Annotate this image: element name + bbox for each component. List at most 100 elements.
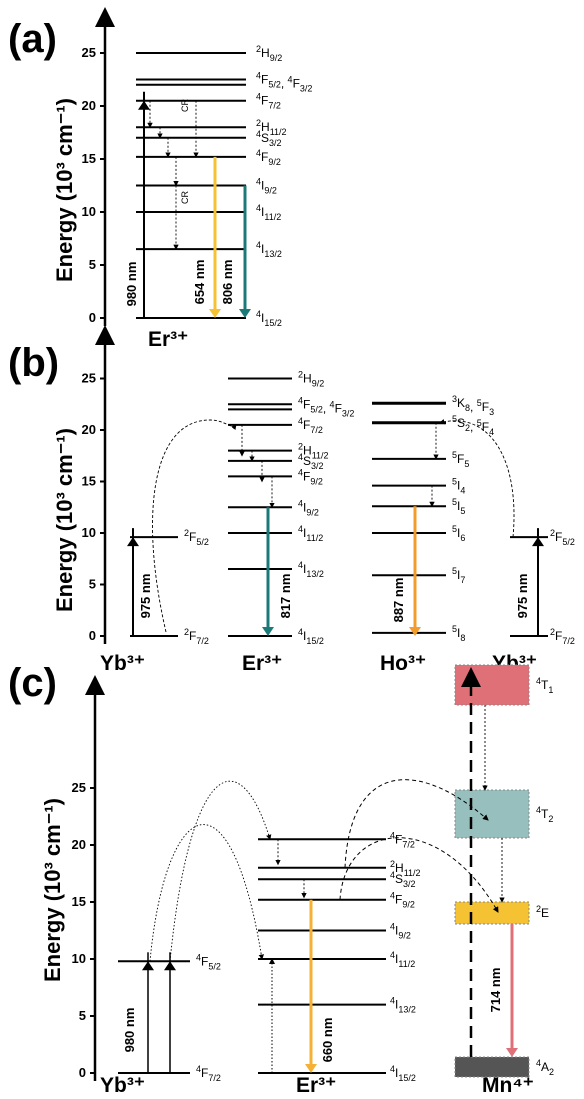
panel-c-mn-state-3 — [454, 1056, 530, 1078]
panel-b-tick-label-25: 25 — [82, 371, 96, 386]
panel-b-er-term-3: 4F7/2 — [298, 416, 323, 435]
panel-a-cr-label-1: CR — [180, 99, 190, 112]
panel-c-er-term-2: 4S3/2 — [390, 870, 416, 889]
panel-c-mn-state-0 — [454, 664, 530, 706]
panel-b-yb-right-term-1: 2F7/2 — [550, 627, 575, 646]
panel-c-yb-term-0: 4F5/2 — [196, 952, 221, 971]
panel-c-er-term-7: 4I15/2 — [390, 1064, 416, 1083]
panel-b-excite-right-label: 975 nm — [515, 574, 530, 619]
panel-b-excite-left-head — [127, 537, 139, 547]
panel-c-excite-2-head — [164, 961, 176, 971]
panel-c-yb-term-1: 4F7/2 — [196, 1064, 221, 1083]
panel-c-er-term-1: 2H11/2 — [390, 859, 421, 878]
panel-c-er-mn-transfer-1 — [344, 779, 489, 868]
panel-b-tick-label-10: 10 — [82, 525, 96, 540]
panel-b-emit-887-label: 887 nm — [391, 578, 406, 623]
panel-b-ho-term-0: 3K8, 5F3 — [452, 394, 494, 417]
panel-c-transfer-1 — [149, 824, 264, 962]
panel-b-yb-right-term-0: 2F5/2 — [550, 528, 575, 547]
panel-c-mn-term-2: 2E — [536, 904, 549, 920]
panel-b-emit-887-head — [409, 627, 421, 636]
panel-a-term-8: 4I11/2 — [256, 203, 281, 222]
panel-c-mn-term-0: 4T1 — [536, 676, 553, 695]
panel-a-excite-1-head — [138, 100, 150, 110]
panel-b-tick-label-5: 5 — [89, 577, 96, 592]
panel-b-ho-term-6: 5I7 — [452, 566, 465, 585]
panel-b-er-term-10: 4I15/2 — [298, 627, 324, 646]
panel-b-er-term-8: 4I11/2 — [298, 524, 323, 543]
panel-a-tick-label-5: 5 — [89, 257, 96, 272]
panel-a-emit-654-label: 654 nm — [192, 260, 207, 305]
panel-b-ion-er: Er³⁺ — [242, 652, 282, 675]
panel-a-term-6: 4F9/2 — [256, 148, 281, 167]
panel-a-emit-806-label: 806 nm — [220, 260, 235, 305]
panel-b-er-term-6: 4F9/2 — [298, 467, 323, 486]
panel-c-tick-label-10: 10 — [72, 951, 86, 966]
panel-c-ion-yb: Yb³⁺ — [100, 1074, 145, 1097]
panel-c-mn-state-1 — [454, 789, 530, 839]
panel-c-tick-label-20: 20 — [72, 837, 86, 852]
panel-c-y-title: Energy (10³ cm⁻¹) — [40, 798, 65, 982]
panel-b-ho-term-2: 5F5 — [452, 450, 469, 469]
panel-c-er-term-5: 4I11/2 — [390, 950, 415, 969]
panel-c-mn-term-1: 4T2 — [536, 805, 553, 824]
panel-c-emit-660-label: 660 nm — [320, 1018, 335, 1063]
panel-a-term-7: 4I9/2 — [256, 177, 277, 196]
panel-a-term-3: 4F7/2 — [256, 92, 281, 111]
panel-b-tick-label-20: 20 — [82, 422, 96, 437]
panel-b-excite-right-head — [532, 537, 544, 547]
panel-a-term-9: 4I13/2 — [256, 240, 282, 259]
panel-a-excite-label: 980 nm — [124, 262, 139, 307]
panel-c-excite-label: 980 nm — [122, 1008, 137, 1053]
panel-a-y-title: Energy (10³ cm⁻¹) — [52, 98, 77, 282]
panel-c-ion-er: Er³⁺ — [296, 1074, 336, 1097]
panel-b-er-term-9: 4I13/2 — [298, 560, 324, 579]
panel-b-er-term-5: 4S3/2 — [298, 452, 324, 471]
panel-c-er-term-3: 4F9/2 — [390, 891, 415, 910]
panel-b-ho-term-1: 5S2, 5F4 — [452, 414, 494, 437]
panel-c-er-term-6: 4I13/2 — [390, 996, 416, 1015]
panel-a-term-1: 4F5/2, 4F3/2 — [256, 71, 312, 94]
panel-c-tick-label-15: 15 — [72, 894, 86, 909]
panel-b-tick-label-15: 15 — [82, 474, 96, 489]
panel-c-er-term-0: 4F7/2 — [390, 830, 415, 849]
panel-c-transfer-2 — [169, 780, 272, 962]
panel-b-transfer-right — [439, 419, 515, 538]
panel-c-er-mn-transfer-2 — [339, 837, 499, 913]
panel-a-label: (a) — [8, 17, 57, 61]
panel-b-ion-ho: Ho³⁺ — [380, 652, 426, 675]
panel-c-tick-label-0: 0 — [79, 1065, 86, 1080]
panel-a-term-0: 2H9/2 — [256, 44, 282, 63]
panel-a-emit-806-head — [239, 309, 251, 318]
panel-a-tick-label-20: 20 — [82, 98, 96, 113]
panel-a-term-5: 4S3/2 — [256, 129, 282, 148]
panel-a-tick-label-10: 10 — [82, 204, 96, 219]
panel-c-mn-state-2 — [454, 901, 530, 925]
panel-b-tick-label-0: 0 — [89, 628, 96, 643]
panel-c-ion-mn: Mn⁴⁺ — [482, 1074, 534, 1097]
panel-b-ho-term-7: 5I8 — [452, 624, 465, 643]
panel-a-ion-er: Er³⁺ — [148, 328, 188, 351]
panel-c-tick-label-5: 5 — [79, 1008, 86, 1023]
panel-b-er-term-0: 2H9/2 — [298, 370, 324, 389]
panel-b-er-term-1: 4F5/2, 4F3/2 — [298, 395, 354, 418]
panel-c-emit-660-head — [305, 1064, 317, 1073]
panel-b-er-term-4: 2H11/2 — [298, 442, 329, 461]
panel-b-yb-left-term-1: 2F7/2 — [184, 627, 209, 646]
panel-b-emit-817-head — [262, 627, 274, 636]
panel-a-term-10: 4I15/2 — [256, 309, 282, 328]
panel-c-er-term-4: 4I9/2 — [390, 922, 411, 941]
panel-a-term-4: 2H11/2 — [256, 118, 287, 137]
panel-b-emit-817-label: 817 nm — [278, 574, 293, 619]
panel-b-y-title: Energy (10³ cm⁻¹) — [52, 428, 77, 612]
panel-c-excite-1-head — [142, 961, 154, 971]
panel-a-tick-label-25: 25 — [82, 45, 96, 60]
panel-b: 0 5 10 15 20 25 2F5/2 2F5/2 2F7/2 2F7/2 2H9/2 4F5/2… — [82, 325, 575, 646]
panel-b-ho-term-5: 5I6 — [452, 524, 465, 543]
panel-b-ion-yb-left: Yb³⁺ — [100, 652, 145, 675]
panel-b-label: (b) — [8, 341, 59, 385]
panel-c-tick-label-25: 25 — [72, 780, 86, 795]
